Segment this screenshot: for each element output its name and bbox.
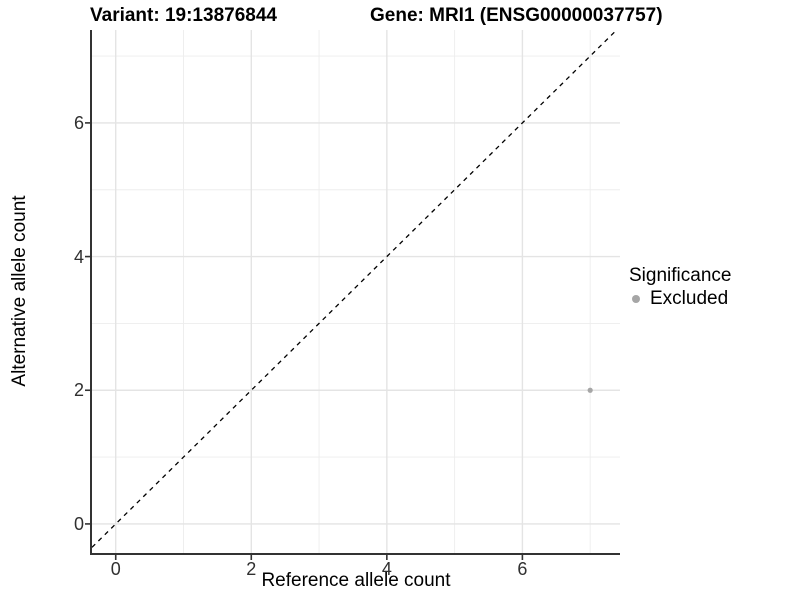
x-tick-label: 4 [381,559,392,579]
y-axis-title: Alternative allele count [9,195,30,387]
legend-point-icon [632,295,640,303]
variant-title: Variant: 19:13876844 [90,5,277,26]
legend: Significance Excluded [629,265,731,310]
x-tick-label: 2 [246,559,257,579]
y-tick-label: 6 [73,112,84,133]
y-tick-label: 2 [73,380,84,401]
x-tick-label: 0 [110,559,121,579]
legend-title: Significance [629,265,732,286]
y-tick-label: 4 [73,246,84,267]
data-point [587,387,593,393]
gene-title: Gene: MRI1 (ENSG00000037757) [370,5,663,26]
x-tick-label: 6 [517,559,528,579]
legend-item-excluded: Excluded [629,288,731,310]
identity-dashed-line [92,30,618,548]
y-tick-label: 0 [73,513,84,534]
x-axis-title: Reference allele count [261,570,451,591]
legend-item-label: Excluded [650,288,729,309]
panel-area [92,30,620,554]
